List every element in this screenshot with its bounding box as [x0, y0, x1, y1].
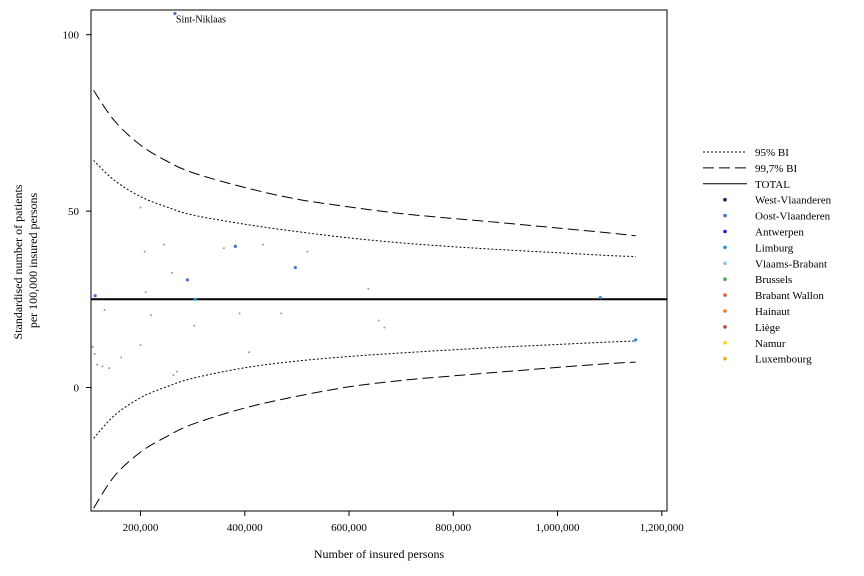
- legend-item-brabant-wallon: Brabant Wallon: [723, 290, 824, 302]
- legend-item-oost-vlaanderen: Oost-Vlaanderen: [723, 211, 831, 223]
- legend-item-95-bi: 95% BI: [703, 147, 789, 159]
- legend-item-antwerpen: Antwerpen: [723, 227, 804, 239]
- data-point-25: [383, 326, 386, 329]
- region-point-oost-vlaanderen-1: [93, 294, 97, 298]
- data-point-22: [306, 250, 309, 253]
- x-tick-label-2: 600,000: [331, 522, 367, 534]
- data-point-21: [280, 312, 283, 315]
- limit-997-upper-curve: [93, 90, 636, 237]
- legend-marker-limburg: [723, 245, 727, 250]
- legend-label-vlaams-brabant: Vlaams-Brabant: [755, 258, 827, 270]
- legend-label-99-7-bi: 99,7% BI: [755, 163, 798, 175]
- y-tick-label-2: 100: [63, 30, 80, 42]
- data-point-1: [93, 352, 96, 355]
- data-point-5: [120, 356, 123, 359]
- x-tick-label-1: 400,000: [227, 522, 263, 534]
- legend-label-brussels: Brussels: [755, 274, 792, 286]
- data-point-15: [139, 344, 142, 347]
- x-axis-title: Number of insured persons: [314, 547, 445, 561]
- legend-item-li-ge: Liège: [723, 322, 780, 334]
- x-tick-label-4: 1,000,000: [536, 522, 581, 534]
- legend-label-luxembourg: Luxembourg: [755, 354, 812, 366]
- legend-label-west-vlaanderen: West-Vlaanderen: [755, 195, 832, 207]
- legend-item-hainaut: Hainaut: [723, 306, 790, 318]
- legend-label-hainaut: Hainaut: [755, 306, 790, 318]
- legend-item-west-vlaanderen: West-Vlaanderen: [723, 195, 832, 207]
- legend-label-total: TOTAL: [755, 179, 790, 191]
- y-axis-title: Standardised number of patients per 100,…: [11, 182, 40, 340]
- legend-label-brabant-wallon: Brabant Wallon: [755, 290, 824, 302]
- data-point-20: [262, 243, 265, 246]
- limit-95-upper-curve: [93, 159, 636, 258]
- legend-marker-antwerpen: [723, 229, 727, 234]
- legend-marker-luxembourg: [723, 356, 727, 361]
- data-point-14: [176, 370, 179, 373]
- legend-marker-oost-vlaanderen: [723, 213, 727, 218]
- legend-item-brussels: Brussels: [723, 274, 792, 286]
- y-tick-label-0: 0: [74, 383, 80, 395]
- data-point-6: [103, 308, 106, 311]
- data-point-24: [377, 319, 380, 322]
- data-point-19: [247, 351, 250, 354]
- legend-item-namur: Namur: [723, 338, 786, 350]
- x-axis: 200,000 400,000 600,000 800,000 1,000,000 1,2…: [123, 511, 685, 534]
- legend-marker-west-vlaanderen: [723, 197, 727, 202]
- region-point-limburg-0: [193, 297, 197, 301]
- legend-item-limburg: Limburg: [723, 242, 794, 254]
- data-point-9: [144, 291, 147, 294]
- data-point-13: [172, 374, 175, 377]
- legend-marker-namur: [723, 341, 727, 345]
- data-point-16: [193, 324, 196, 327]
- data-point-0: [91, 345, 94, 348]
- legend-marker-brussels: [723, 277, 727, 282]
- data-point-3: [101, 365, 104, 368]
- region-point-limburg-2: [598, 295, 602, 300]
- region-point-oost-vlaanderen-2: [185, 278, 190, 282]
- data-point-2: [96, 363, 99, 366]
- data-point-10: [149, 314, 152, 317]
- annotation-label: Sint-Niklaas: [176, 15, 226, 26]
- data-point-12: [170, 271, 173, 274]
- legend-label-oost-vlaanderen: Oost-Vlaanderen: [755, 211, 831, 223]
- legend-marker-li-ge: [723, 325, 727, 329]
- legend-marker-vlaams-brabant: [723, 261, 727, 266]
- data-point-8: [143, 250, 146, 253]
- legend-item-99-7-bi: 99,7% BI: [703, 163, 798, 175]
- x-tick-label-3: 800,000: [435, 522, 471, 534]
- data-point-11: [162, 243, 165, 246]
- data-point-4: [108, 367, 111, 370]
- legend: 95% BI 99,7% BI TOTAL West-Vlaanderen Oost-V…: [703, 147, 832, 366]
- region-point-oost-vlaanderen-4: [233, 244, 237, 248]
- legend-item-total: TOTAL: [703, 179, 790, 191]
- legend-marker-brabant-wallon: [723, 293, 727, 297]
- legend-label-li-ge: Liège: [755, 322, 780, 334]
- plot-frame: [90, 9, 668, 512]
- legend-item-luxembourg: Luxembourg: [723, 354, 812, 366]
- region-point-oost-vlaanderen-3: [293, 265, 297, 270]
- legend-item-vlaams-brabant: Vlaams-Brabant: [723, 258, 827, 270]
- y-axis-title-line-2: per 100,000 insured persons: [26, 193, 40, 329]
- y-axis: 0 50 100: [63, 30, 91, 395]
- data-point-7: [139, 206, 142, 209]
- data-point-23: [367, 287, 370, 290]
- limit-95-lower-curve: [93, 340, 636, 439]
- data-point-17: [222, 247, 225, 250]
- x-tick-label-0: 200,000: [123, 522, 159, 534]
- legend-label-95-bi: 95% BI: [755, 147, 789, 159]
- legend-label-limburg: Limburg: [755, 242, 794, 254]
- plot-area: Sint-Niklaas: [91, 11, 667, 509]
- legend-marker-hainaut: [723, 309, 727, 313]
- x-tick-label-5: 1,200,000: [640, 522, 685, 534]
- data-point-18: [238, 312, 241, 315]
- y-tick-label-1: 50: [68, 206, 80, 218]
- region-point-limburg-1: [634, 338, 638, 342]
- legend-label-antwerpen: Antwerpen: [755, 227, 804, 239]
- legend-label-namur: Namur: [755, 338, 786, 350]
- y-axis-title-line-1: Standardised number of patients: [11, 184, 25, 339]
- limit-997-lower-curve: [93, 361, 636, 509]
- region-point-oost-vlaanderen-0: [173, 11, 177, 16]
- plot-inner: [91, 11, 667, 509]
